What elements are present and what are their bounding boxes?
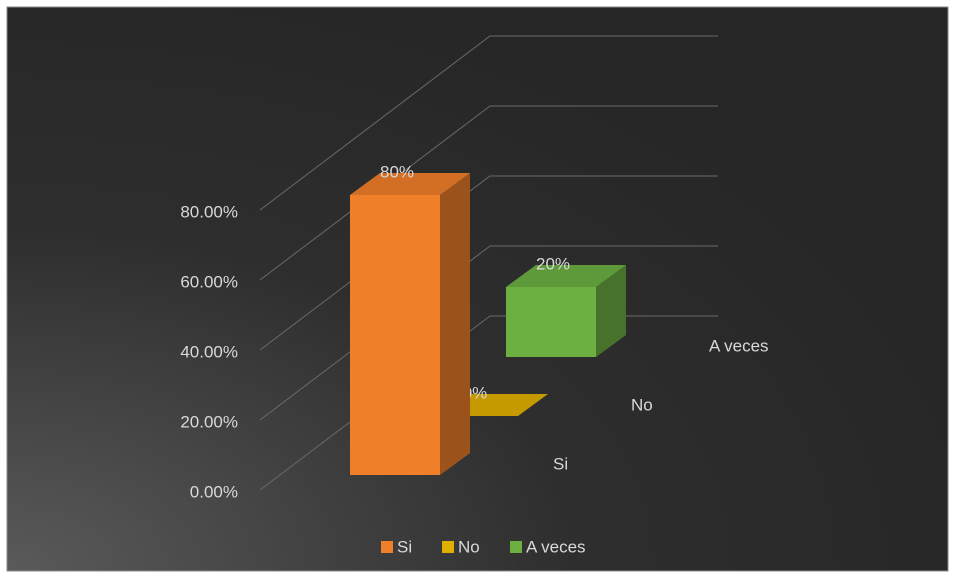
depth-axis-label: Si [553, 454, 568, 473]
grid-line [259, 105, 718, 281]
value-label: 20% [536, 254, 570, 273]
legend-swatch [442, 541, 454, 553]
bar-group: 20% A veces [506, 254, 769, 357]
bar-top [506, 265, 626, 287]
legend-label: Si [397, 537, 412, 556]
depth-axis-label: A veces [709, 336, 769, 355]
y-tick-label: 80.00% [180, 202, 238, 221]
bar-top-shade [350, 173, 470, 195]
grid-line [259, 245, 718, 421]
bar-top [350, 173, 470, 195]
depth-axis-label: No [631, 395, 653, 414]
chart-background [6, 6, 949, 572]
legend-swatch [510, 541, 522, 553]
bar-group: 80% Si [350, 162, 568, 475]
bar [506, 287, 596, 357]
bar-side-shade [596, 265, 626, 357]
grid-line [259, 35, 718, 211]
legend-label: A veces [526, 537, 586, 556]
bar-side-shade [440, 173, 470, 475]
bar-top-shade [506, 265, 626, 287]
bar-side [596, 265, 626, 357]
plot: 0.00%20.00%40.00%60.00%80.00%20%A veces0… [180, 35, 769, 556]
legend-label: No [458, 537, 480, 556]
grid-line [259, 175, 718, 351]
y-tick-label: 20.00% [180, 412, 238, 431]
grid-line [259, 315, 718, 491]
bar [350, 195, 440, 475]
bar-side [440, 173, 470, 475]
y-tick-label: 60.00% [180, 272, 238, 291]
value-label: 80% [380, 162, 414, 181]
y-tick-label: 40.00% [180, 342, 238, 361]
legend-swatch [381, 541, 393, 553]
y-tick-label: 0.00% [190, 482, 238, 501]
